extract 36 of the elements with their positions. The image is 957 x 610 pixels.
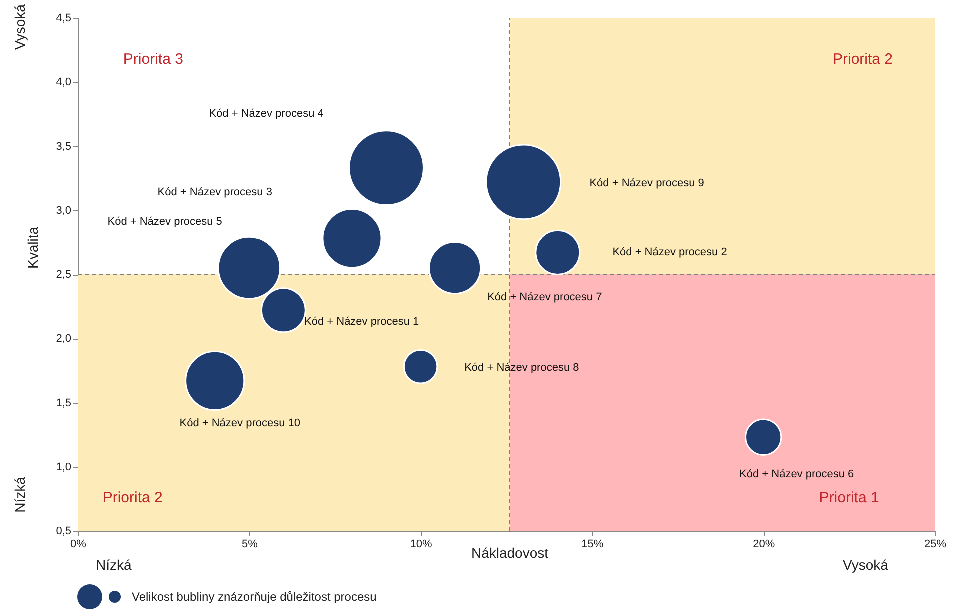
- y-tick-label: 0,5: [56, 526, 72, 538]
- text: Vysoká: [12, 4, 28, 50]
- y-tick-label: 2,0: [56, 333, 72, 346]
- y-tick-label: 3,5: [56, 140, 72, 153]
- text: Nízká: [96, 557, 132, 573]
- annotation: Priorita 1: [819, 490, 880, 507]
- annotation: Kód + Název procesu 1: [304, 316, 420, 328]
- x-axis-title: Nákladovost: [471, 545, 549, 561]
- annotation: Priorita 2: [102, 490, 163, 507]
- x-tick-label: 20%: [753, 538, 776, 550]
- x-tick-label: 15%: [582, 538, 604, 550]
- y-tick-label: 3,0: [56, 204, 72, 217]
- x-tick-label: 10%: [410, 538, 433, 550]
- annotation: Kód + Název procesu 7: [488, 292, 602, 304]
- y-tick-label: 4,0: [56, 76, 72, 89]
- annotation: Kód + Název procesu 9: [590, 177, 704, 190]
- y-tick-label: 1,5: [56, 397, 72, 410]
- annotation: Kód + Název procesu 8: [464, 362, 580, 374]
- y-tick-label: 1,0: [56, 461, 72, 474]
- x-tick-label: 25%: [924, 538, 947, 550]
- annotation: Priorita 3: [123, 51, 184, 68]
- text: Vysoká: [843, 557, 888, 573]
- annotation: Kód + Název procesu 3: [158, 186, 272, 198]
- x-tick-label: 5%: [242, 538, 258, 550]
- annotation: Kód + Název procesu 10: [180, 417, 301, 430]
- text: Nízká: [12, 476, 28, 515]
- annotation: Priorita 2: [832, 51, 894, 68]
- text: Velikost bubliny znázorňuje důležitost procesu: [132, 590, 377, 604]
- y-tick-label: 2,5: [56, 269, 72, 281]
- y-tick-label: 4,5: [56, 12, 72, 24]
- x-tick-label: 0%: [70, 538, 87, 550]
- annotation: Kód + Název procesu 5: [108, 216, 222, 228]
- annotation: Kód + Název procesu 2: [612, 246, 728, 259]
- y-axis-title: Kvalita: [25, 226, 41, 272]
- annotation: Kód + Název procesu 6: [740, 468, 854, 481]
- annotation: Kód + Název procesu 4: [209, 108, 324, 120]
